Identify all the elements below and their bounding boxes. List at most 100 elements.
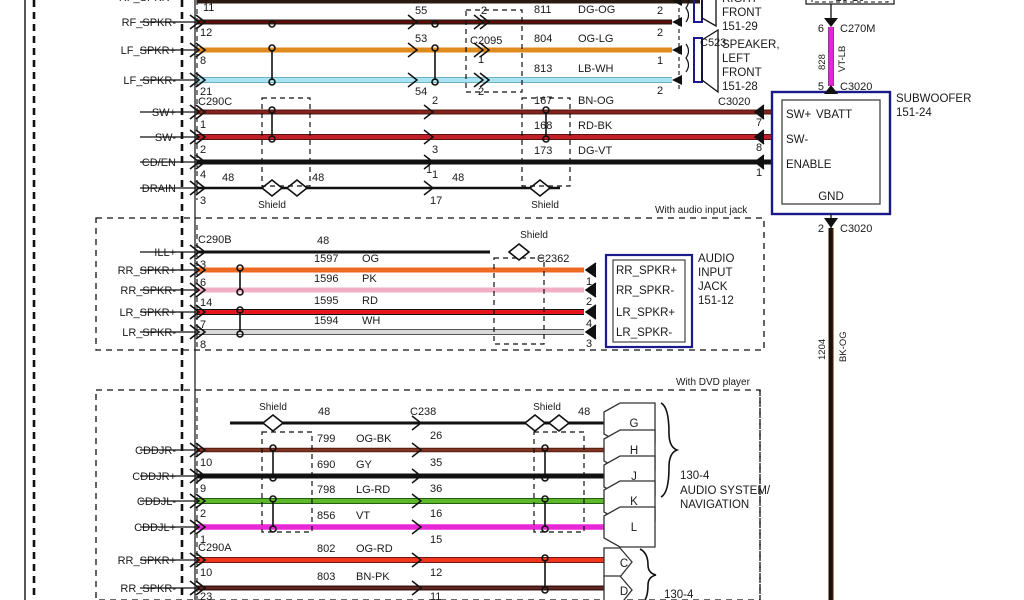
terminal-flags-upper bbox=[603, 402, 656, 548]
wire-label: CDDJL+ bbox=[134, 522, 176, 534]
wire-color-code: LB-WH bbox=[578, 63, 614, 75]
pin-number: 1 bbox=[200, 534, 206, 546]
connector-label-c2362: C2362 bbox=[537, 253, 569, 265]
wire-label: LR_SPKR+ bbox=[119, 307, 176, 319]
subwoofer-pin-gnd: GND bbox=[818, 191, 844, 203]
pin-number: 1 bbox=[426, 164, 432, 176]
subwoofer-pin-enable: ENABLE bbox=[786, 159, 832, 171]
wire-color-code: VT-LB bbox=[837, 46, 848, 72]
wire-color-code: OG-BK bbox=[356, 433, 392, 445]
middle-row-lr-spkr-minus: LR_SPKR- 8 1594 WH 3 bbox=[122, 315, 597, 351]
pin-number: 2 bbox=[818, 223, 824, 235]
pin-number: 3 bbox=[432, 144, 438, 156]
pin-number: 2 bbox=[432, 95, 438, 107]
connector-label-c2095: C2095 bbox=[470, 35, 502, 47]
speaker-right-front-symbol bbox=[672, 0, 717, 28]
bracket-audio-system-lower bbox=[639, 548, 657, 600]
connector-label-c238: C238 bbox=[410, 406, 436, 418]
wire-label: CDDJR+ bbox=[132, 471, 176, 483]
shield-symbols-bottom bbox=[261, 413, 571, 433]
terminal-flag-l: L bbox=[631, 522, 638, 534]
pin-number: 1 bbox=[657, 55, 663, 67]
bottom-row-cddjl-minus: CDDJL- 2 798 LG-RD 16 bbox=[137, 484, 604, 520]
pin-number: 8 bbox=[200, 55, 206, 67]
speaker-left-front-label: FRONT bbox=[722, 67, 762, 79]
pin-number: 1 bbox=[432, 169, 438, 181]
shield-symbol-group-top bbox=[260, 178, 552, 198]
connector-label-c523: C523 bbox=[700, 37, 726, 49]
wire-label: RF_SPKR- bbox=[122, 17, 177, 29]
shield-label: Shield bbox=[533, 402, 561, 413]
note-audio-input-jack: With audio input jack bbox=[655, 205, 748, 216]
wire-label: CD/EN bbox=[142, 157, 176, 169]
middle-row-rr-spkr-plus: RR_SPKR+ 6 1597 OG 1 bbox=[118, 253, 597, 289]
shield-symbol-middle bbox=[507, 242, 531, 262]
wire-color-code: RD-BK bbox=[578, 120, 613, 132]
wire-label: RF_SPKR+ bbox=[119, 0, 176, 4]
pin-number: 1 bbox=[200, 119, 206, 131]
wire-label: RR_SPKR+ bbox=[118, 265, 176, 277]
pin-number: 11 bbox=[203, 2, 214, 14]
pin-number: 7 bbox=[756, 117, 762, 129]
wire-number: 803 bbox=[317, 571, 335, 583]
wire-color-code: WH bbox=[362, 315, 380, 327]
wire-color-code: DG-OG bbox=[578, 4, 615, 16]
wire-label: RR_SPKR- bbox=[120, 583, 176, 595]
pin-number: 17 bbox=[430, 195, 442, 207]
terminal-flag-d: D bbox=[620, 586, 628, 598]
shield-label: Shield bbox=[531, 200, 559, 211]
connector-label-c290c: C290C bbox=[198, 96, 232, 108]
pin-number: 54 bbox=[415, 86, 427, 98]
wire-number: 168 bbox=[534, 120, 552, 132]
pin-number: 4 bbox=[586, 318, 592, 330]
wire-number: 690 bbox=[317, 459, 335, 471]
wire-number: 811 bbox=[534, 4, 552, 16]
wire-number: 167 bbox=[534, 95, 552, 107]
bottom-row-cddjr-minus: CDDJR- 10 799 OG-BK 35 bbox=[135, 433, 604, 469]
connector-label-c290b: C290B bbox=[198, 234, 232, 246]
wire-number: 173 bbox=[534, 145, 552, 157]
wire-number: 48 bbox=[222, 172, 234, 184]
wire-number: 48 bbox=[318, 406, 330, 418]
audio-input-jack-label: INPUT bbox=[698, 267, 733, 279]
middle-row-ill-plus: ILL+ 3 48 bbox=[140, 235, 490, 271]
wire-number: 1204 bbox=[817, 339, 828, 360]
middle-row-lr-spkr-plus: LR_SPKR+ 7 1595 RD 4 bbox=[119, 295, 597, 331]
audio-input-jack-label: JACK bbox=[698, 281, 728, 293]
pin-number: 2 bbox=[200, 144, 206, 156]
ref-box-13-10-label: 13-10 bbox=[835, 0, 864, 4]
wire-row-rf-spkr-plus: RF_SPKR+ 11 bbox=[119, 0, 700, 14]
shield-guard-box-1 bbox=[261, 97, 311, 187]
wire-label: LF_SPKR- bbox=[123, 75, 176, 87]
wire-label: ILL+ bbox=[154, 247, 176, 259]
jack-pin-lr-spkr-minus: LR_SPKR- bbox=[616, 327, 672, 339]
connector-label-c3020-ground: C3020 bbox=[840, 223, 872, 235]
splice-marks-top bbox=[407, 14, 491, 30]
speaker-right-front-label: FRONT bbox=[722, 7, 762, 19]
wire-number: 856 bbox=[317, 510, 335, 522]
terminal-flag-h: H bbox=[630, 445, 638, 457]
connector-label-c290a: C290A bbox=[198, 542, 232, 554]
pin-number: 2 bbox=[657, 85, 663, 97]
pin-number: 36 bbox=[430, 483, 442, 495]
pin-number: 12 bbox=[430, 567, 442, 579]
pin-number: 1 bbox=[478, 54, 484, 66]
wire-number: 802 bbox=[317, 543, 335, 555]
pin-number: 35 bbox=[430, 457, 442, 469]
connector-c2095-box bbox=[465, 9, 523, 93]
wire-number: 799 bbox=[317, 433, 335, 445]
ground-feed-bk-og: 2 C3020 1204 BK-OG bbox=[817, 214, 872, 600]
wire-label: SW+ bbox=[152, 107, 176, 119]
speaker-left-front-label: 151-28 bbox=[722, 81, 758, 93]
wire-label: SW- bbox=[155, 132, 177, 144]
shield-guard-box-bottom-2 bbox=[533, 431, 585, 533]
wire-number: 1594 bbox=[314, 315, 338, 327]
jack-pin-rr-spkr-minus: RR_SPKR- bbox=[616, 285, 674, 297]
wire-number: 1595 bbox=[314, 295, 338, 307]
wire-number: 48 bbox=[578, 406, 590, 418]
audio-input-jack-label: AUDIO bbox=[698, 253, 734, 265]
speaker-left-front-label: SPEAKER, bbox=[722, 39, 780, 51]
pin-number: 9 bbox=[200, 483, 206, 495]
pin-number: 12 bbox=[200, 27, 212, 39]
